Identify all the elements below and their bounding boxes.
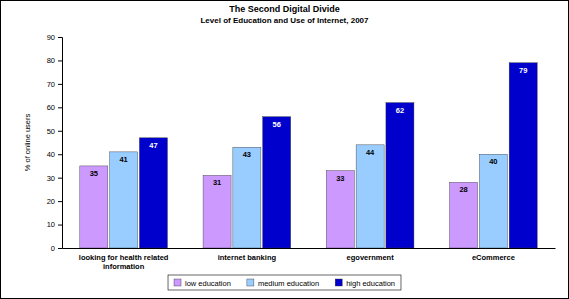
y-tick-label: 0	[51, 244, 55, 253]
y-tick: 40	[47, 150, 62, 159]
chart-frame	[1, 1, 569, 299]
data-label: 44	[366, 148, 375, 157]
bar	[203, 175, 231, 248]
bar	[139, 138, 167, 248]
x-tick-label: eCommerce	[472, 253, 515, 262]
y-tick-mark	[58, 201, 62, 202]
legend-item: high education	[335, 279, 395, 288]
bar	[110, 152, 138, 248]
data-label: 33	[336, 174, 344, 183]
data-label: 43	[243, 150, 251, 159]
legend-item: medium education	[247, 279, 319, 288]
y-tick-label: 40	[47, 150, 55, 159]
y-tick-mark	[58, 248, 62, 249]
y-tick: 30	[47, 174, 62, 183]
legend-frame	[168, 275, 401, 290]
data-label: 47	[149, 141, 157, 150]
data-label: 41	[119, 155, 127, 164]
x-tick-label: egovernment	[347, 253, 395, 262]
y-tick: 70	[47, 80, 62, 89]
y-tick-mark	[58, 37, 62, 38]
data-label: 31	[213, 178, 221, 187]
x-tick: looking for health relatedinformation	[79, 253, 169, 270]
data-label: 28	[459, 185, 467, 194]
data-label: 56	[273, 120, 281, 129]
x-tick: internet banking	[218, 253, 277, 262]
y-tick-mark	[58, 84, 62, 85]
bar	[450, 182, 478, 248]
bar	[326, 171, 354, 248]
y-tick: 80	[47, 56, 62, 65]
y-tick: 20	[47, 197, 62, 206]
y-tick-mark	[58, 60, 62, 61]
y-tick-label: 50	[47, 127, 55, 136]
title: The Second Digital Divide	[229, 4, 340, 14]
y-axis-line	[58, 38, 63, 249]
bar	[263, 117, 291, 248]
y-tick-mark	[58, 178, 62, 179]
legend: low education medium education high educat…	[168, 275, 401, 290]
data-label: 62	[396, 106, 404, 115]
bar	[479, 154, 507, 248]
data-label: 79	[519, 66, 527, 75]
bar	[509, 63, 537, 248]
bar	[80, 166, 108, 248]
y-tick-mark	[58, 225, 62, 226]
x-tick: eCommerce	[472, 253, 515, 262]
bar	[356, 145, 384, 248]
x-tick-label: looking for health relatedinformation	[79, 253, 169, 270]
data-label: 40	[489, 157, 497, 166]
y-tick-label: 60	[47, 103, 55, 112]
x-tick: egovernment	[347, 253, 395, 262]
y-tick-label: 20	[47, 197, 55, 206]
y-tick: 10	[47, 220, 62, 229]
y-tick-mark	[58, 131, 62, 132]
bars	[80, 63, 537, 248]
bar	[233, 147, 261, 248]
y-axis-title: % of online users	[23, 113, 32, 171]
legend-swatch	[335, 279, 342, 286]
y-tick: 60	[47, 103, 62, 112]
x-tick-label: internet banking	[218, 253, 277, 262]
y-tick-label: 80	[47, 56, 55, 65]
y-axis: 0 10 20 30 40 50 60 70 80 90	[47, 33, 63, 253]
y-tick-mark	[58, 154, 62, 155]
chart: The Second Digital Divide Level of Educat…	[0, 0, 569, 299]
y-tick: 50	[47, 127, 62, 136]
y-tick-label: 30	[47, 174, 55, 183]
y-tick: 0	[51, 244, 62, 253]
legend-swatch	[174, 279, 181, 286]
subtitle: Level of Education and Use of Internet, …	[200, 16, 369, 25]
y-tick-label: 70	[47, 80, 55, 89]
legend-label: high education	[346, 279, 395, 288]
legend-swatch	[247, 279, 254, 286]
y-tick: 90	[47, 33, 62, 42]
legend-label: low education	[185, 279, 231, 288]
legend-item: low education	[174, 279, 231, 288]
x-axis: looking for health relatedinformation int…	[63, 249, 556, 271]
y-tick-label: 90	[47, 33, 55, 42]
bar	[386, 103, 414, 248]
data-label: 35	[90, 169, 98, 178]
y-tick-label: 10	[47, 220, 55, 229]
x-axis-line	[63, 248, 556, 249]
data-labels: 35 31 33 28 41 43 44 40 47 56 62 79	[90, 66, 528, 195]
legend-label: medium education	[258, 279, 319, 288]
y-tick-mark	[58, 107, 62, 108]
